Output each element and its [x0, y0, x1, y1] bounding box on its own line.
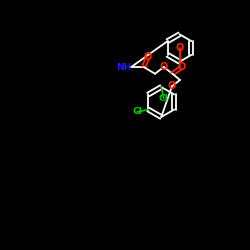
Text: O: O	[177, 62, 186, 72]
Text: Cl: Cl	[159, 94, 168, 103]
Text: O: O	[168, 81, 176, 91]
Text: O: O	[144, 52, 152, 62]
Text: O: O	[160, 62, 168, 72]
Text: O: O	[176, 43, 184, 53]
Text: Cl: Cl	[132, 108, 142, 116]
Text: NH: NH	[116, 62, 131, 72]
